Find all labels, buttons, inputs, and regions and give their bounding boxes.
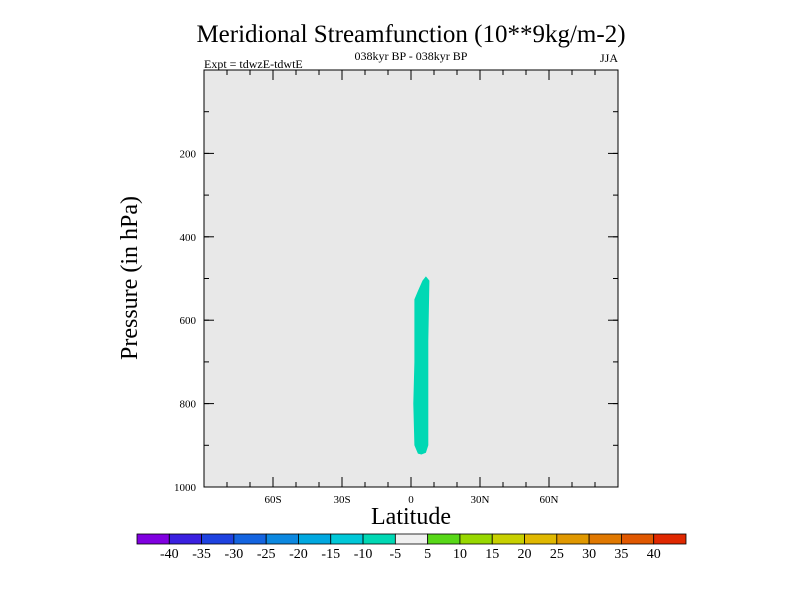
colorbar-label: -20 (289, 547, 308, 562)
colorbar: -40 -35 -30 -25 -20 -15 -10 -5 5 10 15 20 25 30 35 40 (136, 533, 687, 562)
contour-regions (413, 276, 430, 455)
axis-ticks: 60S 30S 0 30N 60N 200 400 600 800 1000 (174, 70, 618, 506)
colorbar-label: 15 (485, 547, 499, 562)
colorbar-label: 35 (614, 547, 628, 562)
colorbar-label: -15 (321, 547, 340, 562)
colorbar-label: 30 (582, 547, 596, 562)
colorbar-swatch (362, 533, 396, 545)
colorbar-swatch (330, 533, 364, 545)
colorbar-label: -10 (354, 547, 373, 562)
colorbar-swatch (265, 533, 299, 545)
x-tick-label: 30N (471, 494, 490, 506)
y-axis-label: Pressure (in hPa) (117, 196, 143, 360)
colorbar-label: -5 (390, 547, 402, 562)
colorbar-swatch (427, 533, 461, 545)
colorbar-label: -30 (225, 547, 244, 562)
colorbar-swatch (394, 533, 429, 545)
chart-subtitle-season: JJA (600, 51, 618, 65)
colorbar-swatch (653, 533, 687, 545)
colorbar-label: 20 (518, 547, 532, 562)
y-tick-label: 200 (180, 148, 197, 160)
y-tick-label: 1000 (174, 482, 197, 494)
x-tick-label: 0 (408, 494, 414, 506)
plot-area (204, 70, 618, 487)
colorbar-swatch (233, 533, 267, 545)
colorbar-swatch (201, 533, 235, 545)
colorbar-label: -25 (257, 547, 276, 562)
colorbar-label: 5 (424, 547, 431, 562)
colorbar-swatch (136, 533, 170, 545)
colorbar-swatch (556, 533, 590, 545)
colorbar-swatch (524, 533, 558, 545)
x-tick-label: 60S (264, 494, 281, 506)
y-tick-label: 400 (180, 232, 197, 244)
colorbar-label: 25 (550, 547, 564, 562)
chart-subtitle-experiment: Expt = tdwzE-tdwtE (204, 57, 303, 71)
colorbar-swatch (298, 533, 332, 545)
y-tick-label: 600 (180, 315, 197, 327)
x-tick-label: 60N (540, 494, 559, 506)
colorbar-swatch (588, 533, 622, 545)
colorbar-label: 40 (647, 547, 661, 562)
x-axis-label: Latitude (371, 504, 451, 530)
colorbar-swatch (168, 533, 202, 545)
y-tick-label: 800 (180, 399, 197, 411)
contour-region-0 (413, 276, 430, 455)
chart-title: Meridional Streamfunction (10**9kg/m-2) (196, 21, 625, 48)
colorbar-swatch (491, 533, 525, 545)
colorbar-label: 10 (453, 547, 467, 562)
colorbar-label: -40 (160, 547, 179, 562)
colorbar-swatch (459, 533, 493, 545)
x-tick-label: 30S (333, 494, 350, 506)
colorbar-swatch (621, 533, 655, 545)
colorbar-label: -35 (192, 547, 211, 562)
chart-subtitle-period: 038kyr BP - 038kyr BP (355, 49, 468, 63)
